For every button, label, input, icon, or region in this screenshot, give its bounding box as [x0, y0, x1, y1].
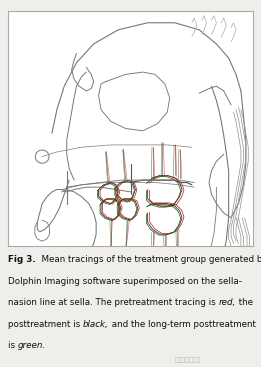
Text: nasion line at sella. The pretreatment tracing is: nasion line at sella. The pretreatment t… — [8, 298, 218, 307]
Text: is: is — [8, 341, 18, 350]
Text: red,: red, — [218, 298, 236, 307]
Text: the: the — [236, 298, 253, 307]
Text: green.: green. — [18, 341, 46, 350]
Text: and the long-term posttreatment: and the long-term posttreatment — [109, 320, 256, 328]
Text: Mean tracings of the treatment group generated by: Mean tracings of the treatment group gen… — [35, 255, 261, 264]
Text: black,: black, — [83, 320, 109, 328]
Text: posttreatment is: posttreatment is — [8, 320, 83, 328]
Text: Fig 3.: Fig 3. — [8, 255, 35, 264]
Text: 浙一口腔正畸學: 浙一口腔正畸學 — [175, 357, 201, 363]
Text: Dolphin Imaging software superimposed on the sella-: Dolphin Imaging software superimposed on… — [8, 277, 242, 286]
